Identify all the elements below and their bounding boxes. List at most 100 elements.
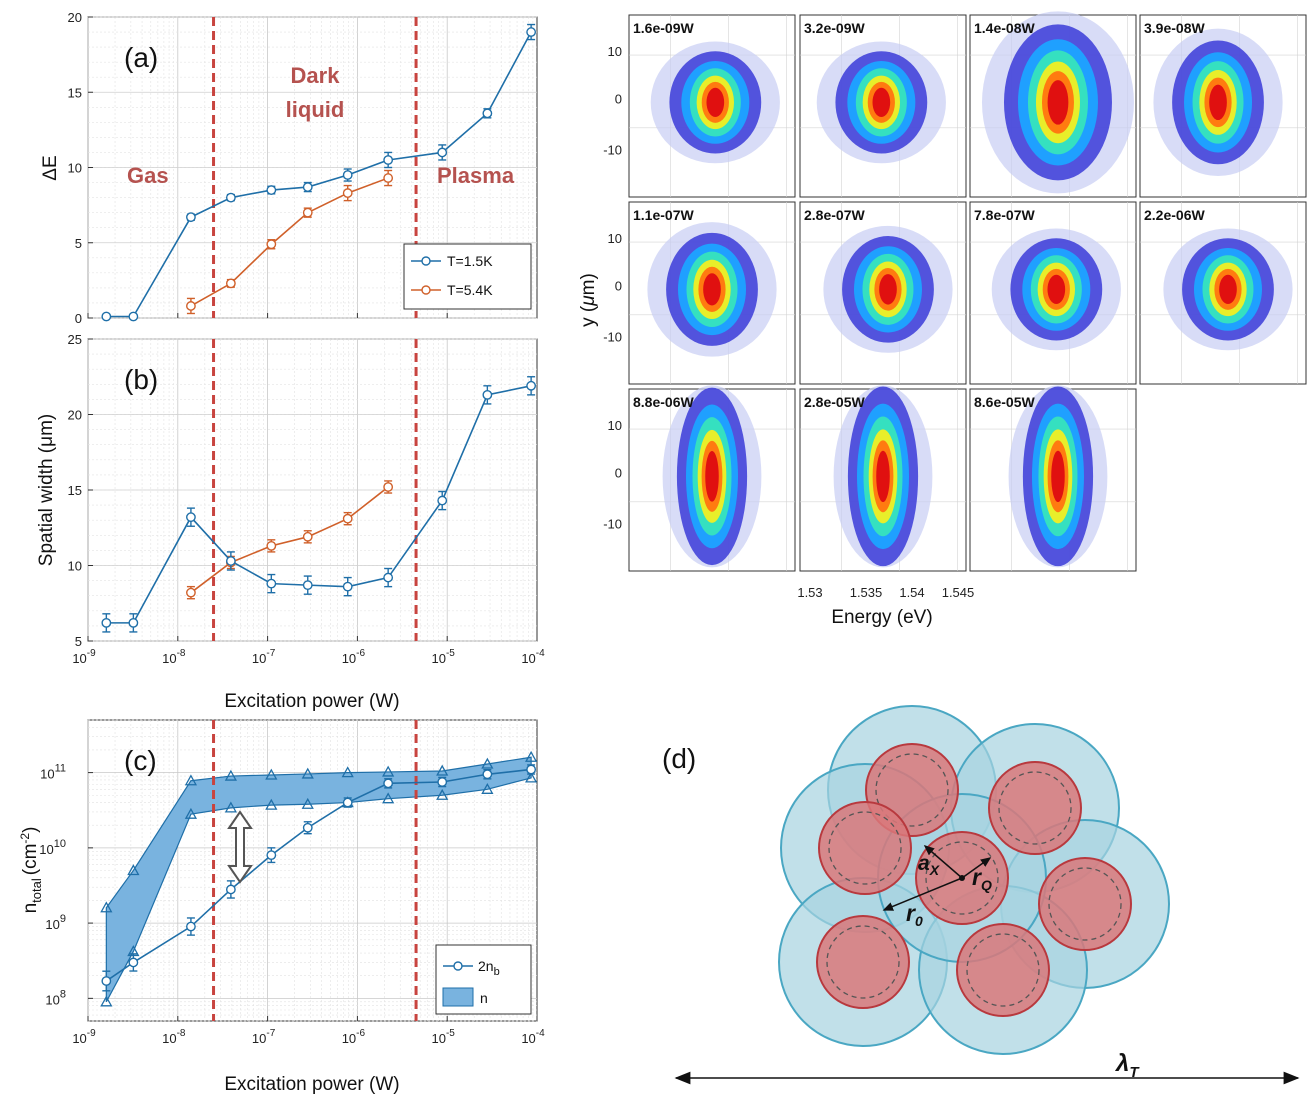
panel-b-xtick-exp: -7: [266, 648, 275, 659]
exciton-core-dashed-circle: [998, 771, 1072, 845]
panel-c-2nb-point: [437, 777, 448, 787]
heatmap-ytick-label: 0: [615, 278, 622, 293]
exciton-core-dashed-circle: [826, 925, 900, 999]
panel-c-n-lower-marker: [382, 792, 395, 804]
panel-a-t15-point: [342, 170, 353, 180]
panel-c-xtick-exp: -7: [266, 1028, 275, 1039]
panel-c-n-lower-marker: [224, 801, 237, 813]
panel-b-chart: 5 10 15 20 25 10-9 10-8 10-7 10-6 10-5 10-4 (b) S…: [36, 332, 545, 712]
panel-a-t15-point: [383, 155, 394, 165]
panel-b-t15-point: [186, 512, 196, 523]
panel-c-n-upper-marker: [127, 864, 140, 876]
panel-c-2nb-point: [101, 976, 112, 986]
heatmap-xtick-label: 1.545: [942, 585, 975, 600]
panel-c-ytick-label: 1011: [40, 763, 66, 782]
double-arrow-shape: [227, 810, 253, 884]
heatmap-panel: 8.6e-05W: [969, 385, 1137, 572]
heatmap-intensity-layer: [1209, 84, 1227, 121]
heatmap-power-label: 1.6e-09W: [633, 20, 694, 36]
heatmap-intensity-layer: [706, 87, 725, 117]
panel-c-xlabel: Excitation power (W): [224, 1074, 399, 1095]
legend-patch-n: [442, 987, 474, 1007]
panel-b-xtick-exp: -6: [356, 648, 365, 659]
panel-b-xtick-label: 10-4: [521, 648, 545, 666]
exciton-core-dashed-circle: [966, 933, 1040, 1007]
panel-c-n-upper-marker: [184, 774, 198, 786]
exciton-core-dashed-circle: [1048, 867, 1122, 941]
panel-b-ytick-label: 20: [68, 408, 82, 423]
panel-c-n-lower-marker: [481, 782, 494, 794]
panel-a-chart: 0 5 10 15 20 (a) Gas Dark liquid Plasma ΔE T…: [40, 10, 538, 326]
panel-b-t15-point: [437, 495, 448, 506]
panel-b-t15-point: [266, 578, 277, 589]
heatmap-panel: 7.8e-07W: [969, 201, 1137, 385]
panel-c-legend: 2nb n: [435, 944, 532, 1015]
phase-label-liquid: liquid: [286, 97, 345, 122]
panel-c-xtick-label: 10-8: [162, 1028, 186, 1046]
panel-a-label: (a): [124, 42, 158, 73]
panel-c-label: (c): [124, 745, 157, 776]
panel-b-xtick-label: 10-8: [162, 648, 186, 666]
panel-b-ytick-label: 25: [68, 332, 82, 347]
heatmap-panel: 2.8e-07W: [799, 201, 967, 385]
heatmap-power-label: 8.8e-06W: [633, 394, 694, 410]
panel-d-label: (d): [662, 743, 696, 774]
panel-b-t15-point: [526, 380, 537, 391]
panel-c-xtick-exp: -9: [87, 1028, 96, 1039]
heatmap-power-label: 3.9e-08W: [1144, 20, 1205, 36]
heatmap-ytick-label: 0: [615, 91, 622, 106]
panel-c-n-upper-marker: [436, 764, 449, 776]
heatmap-power-label: 2.8e-05W: [804, 394, 865, 410]
exciton-core-dashed-circle: [828, 811, 902, 885]
heatmap-intensity-layer: [705, 450, 719, 502]
panel-a-ytick-label: 15: [68, 85, 82, 100]
panel-b-t15-point: [383, 572, 394, 583]
heatmap-intensity-layer: [1047, 274, 1066, 304]
panel-b-t54-point: [383, 482, 394, 492]
heatmap-intensity-layer: [879, 274, 897, 305]
heatmap-intensity-layer: [703, 273, 721, 306]
panel-a-ytick-label: 20: [68, 10, 82, 25]
heatmap-panel: 8.8e-06W: [628, 385, 796, 572]
heatmap-ytick-label: -10: [603, 329, 622, 344]
panel-b-t15-point: [342, 581, 353, 592]
panel-b-t54-point: [186, 587, 196, 598]
panel-c-2nb-point: [302, 822, 313, 833]
panel-b-xtick-label: 10-7: [252, 648, 276, 666]
heatmap-panel: 1.1e-07W: [628, 201, 796, 385]
panel-a-t15-point: [128, 311, 139, 322]
panel-c-xtick-exp: -8: [177, 1028, 186, 1039]
legend-label-2nb: 2nb: [478, 958, 500, 978]
exciton-inner-circle: [816, 915, 910, 1009]
panel-a-t54-point: [342, 188, 353, 198]
heatmap-panel: 2.8e-05W: [799, 385, 967, 572]
panel-c-n-upper-marker: [301, 767, 314, 779]
heatmap-ytick-label: 0: [615, 465, 622, 480]
panel-b-ytick-label: 5: [75, 634, 82, 649]
panel-c-n-upper-marker: [265, 768, 278, 780]
panel-a-ytick-label: 10: [68, 161, 82, 176]
panel-b-ytick-label: 15: [68, 483, 82, 498]
panel-b-t54-line: [190, 486, 389, 594]
panel-b-t54-point: [266, 540, 277, 551]
panel-c-xtick-exp: -6: [356, 1028, 365, 1039]
exciton-inner-circle: [1038, 857, 1132, 951]
phase-label-plasma: Plasma: [437, 163, 515, 188]
panel-c-ytick-label: 108: [45, 988, 66, 1007]
label-lambda: λT: [1114, 1050, 1140, 1081]
panel-c-2nb-point: [482, 769, 493, 780]
heatmap-intensity-layer: [872, 87, 891, 117]
panel-a-t15-point: [266, 185, 277, 195]
panel-c-n-band: [105, 756, 532, 1003]
panel-a-legend-box: [403, 243, 532, 310]
panel-a-ytick-label: 5: [75, 236, 82, 251]
panel-c-ytick-label: 109: [45, 913, 66, 932]
heatmap-intensity-layer: [1051, 450, 1065, 503]
heatmap-ytick-label: 10: [608, 418, 622, 433]
panel-c-2nb-point: [186, 921, 196, 932]
panel-b-xtick-label: 10-6: [342, 648, 366, 666]
panel-a-ytick-label: 0: [75, 311, 82, 326]
label-r0: r0: [906, 900, 923, 929]
